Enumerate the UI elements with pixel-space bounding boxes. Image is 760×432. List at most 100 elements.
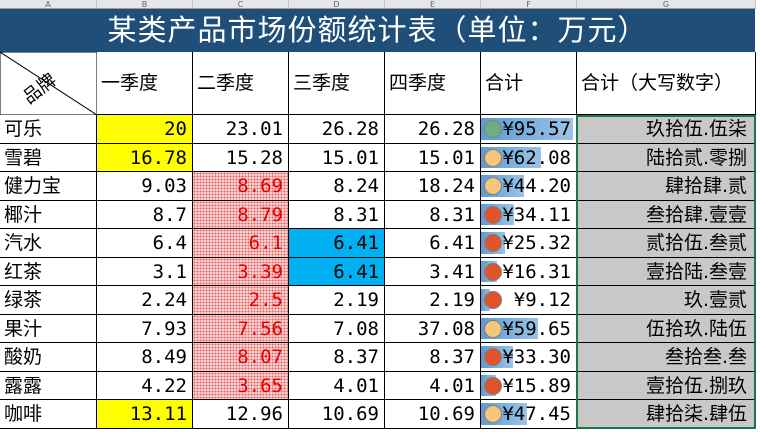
total-chinese-cell[interactable]: 伍拾玖.陆伍 [577, 314, 756, 343]
q3-cell[interactable]: 15.01 [289, 143, 385, 172]
q2-cell[interactable]: 7.56 [193, 314, 289, 343]
q4-cell[interactable]: 3.41 [385, 257, 481, 286]
q3-cell[interactable]: 6.41 [289, 229, 385, 258]
column-header-b[interactable]: B [97, 0, 193, 9]
total-cell[interactable]: ¥34.11 [481, 200, 577, 229]
q4-cell[interactable]: 8.31 [385, 200, 481, 229]
q1-cell[interactable]: 9.03 [97, 172, 193, 201]
total-chinese-cell[interactable]: 陆拾贰.零捌 [577, 143, 756, 172]
q2-cell[interactable]: 23.01 [193, 115, 289, 144]
corner-label: 品牌 [19, 70, 60, 109]
q3-cell[interactable]: 8.31 [289, 200, 385, 229]
q2-cell[interactable]: 6.1 [193, 229, 289, 258]
q2-cell[interactable]: 3.65 [193, 371, 289, 400]
total-chinese-cell[interactable]: 肆拾肆.贰 [577, 172, 756, 201]
q2-cell[interactable]: 2.5 [193, 286, 289, 315]
q4-cell[interactable]: 8.37 [385, 343, 481, 372]
q4-cell[interactable]: 6.41 [385, 229, 481, 258]
total-chinese-cell[interactable]: 壹拾陆.叁壹 [577, 257, 756, 286]
total-chinese-cell[interactable]: 叁拾叁.叁 [577, 343, 756, 372]
total-chinese-cell[interactable]: 叁拾肆.壹壹 [577, 200, 756, 229]
q2-cell[interactable]: 8.79 [193, 200, 289, 229]
column-header-c[interactable]: C [193, 0, 289, 9]
q2-cell[interactable]: 12.96 [193, 400, 289, 429]
total-cell[interactable]: ¥16.31 [481, 257, 577, 286]
brand-name-cell[interactable]: 酸奶 [0, 343, 97, 372]
q1-cell[interactable]: 2.24 [97, 286, 193, 315]
column-header-a[interactable]: A [0, 0, 97, 9]
q2-cell[interactable]: 15.28 [193, 143, 289, 172]
q4-cell[interactable]: 10.69 [385, 400, 481, 429]
total-cell[interactable]: ¥62.08 [481, 143, 577, 172]
brand-name-cell[interactable]: 露露 [0, 371, 97, 400]
total-chinese-cell[interactable]: 壹拾伍.捌玖 [577, 371, 756, 400]
q2-cell[interactable]: 8.07 [193, 343, 289, 372]
column-header-f[interactable]: F [481, 0, 577, 9]
brand-name-cell[interactable]: 健力宝 [0, 172, 97, 201]
header-q1[interactable]: 一季度 [97, 52, 193, 115]
q1-cell[interactable]: 13.11 [97, 400, 193, 429]
q3-cell[interactable]: 6.41 [289, 257, 385, 286]
header-total-cn[interactable]: 合计（大写数字） [577, 52, 756, 115]
total-cell[interactable]: ¥95.57 [481, 115, 577, 144]
q1-cell[interactable]: 20 [97, 115, 193, 144]
column-header-d[interactable]: D [289, 0, 385, 9]
total-value: ¥34.11 [502, 203, 571, 226]
brand-name-cell[interactable]: 红茶 [0, 257, 97, 286]
q3-cell[interactable]: 2.19 [289, 286, 385, 315]
header-q4[interactable]: 四季度 [385, 52, 481, 115]
q3-cell[interactable]: 10.69 [289, 400, 385, 429]
q1-cell[interactable]: 6.4 [97, 229, 193, 258]
total-value: ¥33.30 [502, 346, 571, 368]
brand-name-cell[interactable]: 雪碧 [0, 143, 97, 172]
total-chinese-cell[interactable]: 玖拾伍.伍柒 [577, 115, 756, 144]
corner-header-cell[interactable]: 品牌 [0, 52, 97, 115]
column-header-g[interactable]: G [577, 0, 756, 9]
status-circle-icon [484, 291, 502, 309]
header-q2[interactable]: 二季度 [193, 52, 289, 115]
total-value: ¥15.89 [502, 374, 571, 397]
q4-cell[interactable]: 2.19 [385, 286, 481, 315]
total-cell[interactable]: ¥25.32 [481, 229, 577, 258]
q2-cell[interactable]: 3.39 [193, 257, 289, 286]
brand-name-cell[interactable]: 可乐 [0, 115, 97, 144]
total-cell[interactable]: ¥47.45 [481, 400, 577, 429]
q3-cell[interactable]: 4.01 [289, 371, 385, 400]
total-value: ¥44.20 [502, 175, 571, 197]
brand-name-cell[interactable]: 椰汁 [0, 200, 97, 229]
brand-name-cell[interactable]: 汽水 [0, 229, 97, 258]
total-chinese-cell[interactable]: 肆拾柒.肆伍 [577, 400, 756, 429]
q4-cell[interactable]: 4.01 [385, 371, 481, 400]
q2-cell[interactable]: 8.69 [193, 172, 289, 201]
total-cell[interactable]: ¥15.89 [481, 371, 577, 400]
q4-cell[interactable]: 18.24 [385, 172, 481, 201]
q3-cell[interactable]: 26.28 [289, 115, 385, 144]
total-chinese-cell[interactable]: 玖.壹贰 [577, 286, 756, 315]
q1-cell[interactable]: 3.1 [97, 257, 193, 286]
brand-name-cell[interactable]: 果汁 [0, 314, 97, 343]
q4-cell[interactable]: 37.08 [385, 314, 481, 343]
q3-cell[interactable]: 7.08 [289, 314, 385, 343]
q1-cell[interactable]: 7.93 [97, 314, 193, 343]
header-q3[interactable]: 三季度 [289, 52, 385, 115]
q4-cell[interactable]: 15.01 [385, 143, 481, 172]
total-value: ¥9.12 [513, 289, 571, 311]
brand-name-cell[interactable]: 咖啡 [0, 400, 97, 429]
brand-name-cell[interactable]: 绿茶 [0, 286, 97, 315]
q1-cell[interactable]: 16.78 [97, 143, 193, 172]
total-cell[interactable]: ¥59.65 [481, 314, 577, 343]
q1-cell[interactable]: 8.7 [97, 200, 193, 229]
q4-cell[interactable]: 26.28 [385, 115, 481, 144]
column-header-e[interactable]: E [385, 0, 481, 9]
table-title[interactable]: 某类产品市场份额统计表（单位：万元） [0, 9, 755, 52]
total-chinese-cell[interactable]: 贰拾伍.叁贰 [577, 229, 756, 258]
header-total[interactable]: 合计 [481, 52, 577, 115]
total-cell[interactable]: ¥33.30 [481, 343, 577, 372]
total-cell[interactable]: ¥44.20 [481, 172, 577, 201]
q3-cell[interactable]: 8.24 [289, 172, 385, 201]
status-circle-icon [484, 120, 502, 138]
total-cell[interactable]: ¥9.12 [481, 286, 577, 315]
q1-cell[interactable]: 8.49 [97, 343, 193, 372]
q3-cell[interactable]: 8.37 [289, 343, 385, 372]
q1-cell[interactable]: 4.22 [97, 371, 193, 400]
